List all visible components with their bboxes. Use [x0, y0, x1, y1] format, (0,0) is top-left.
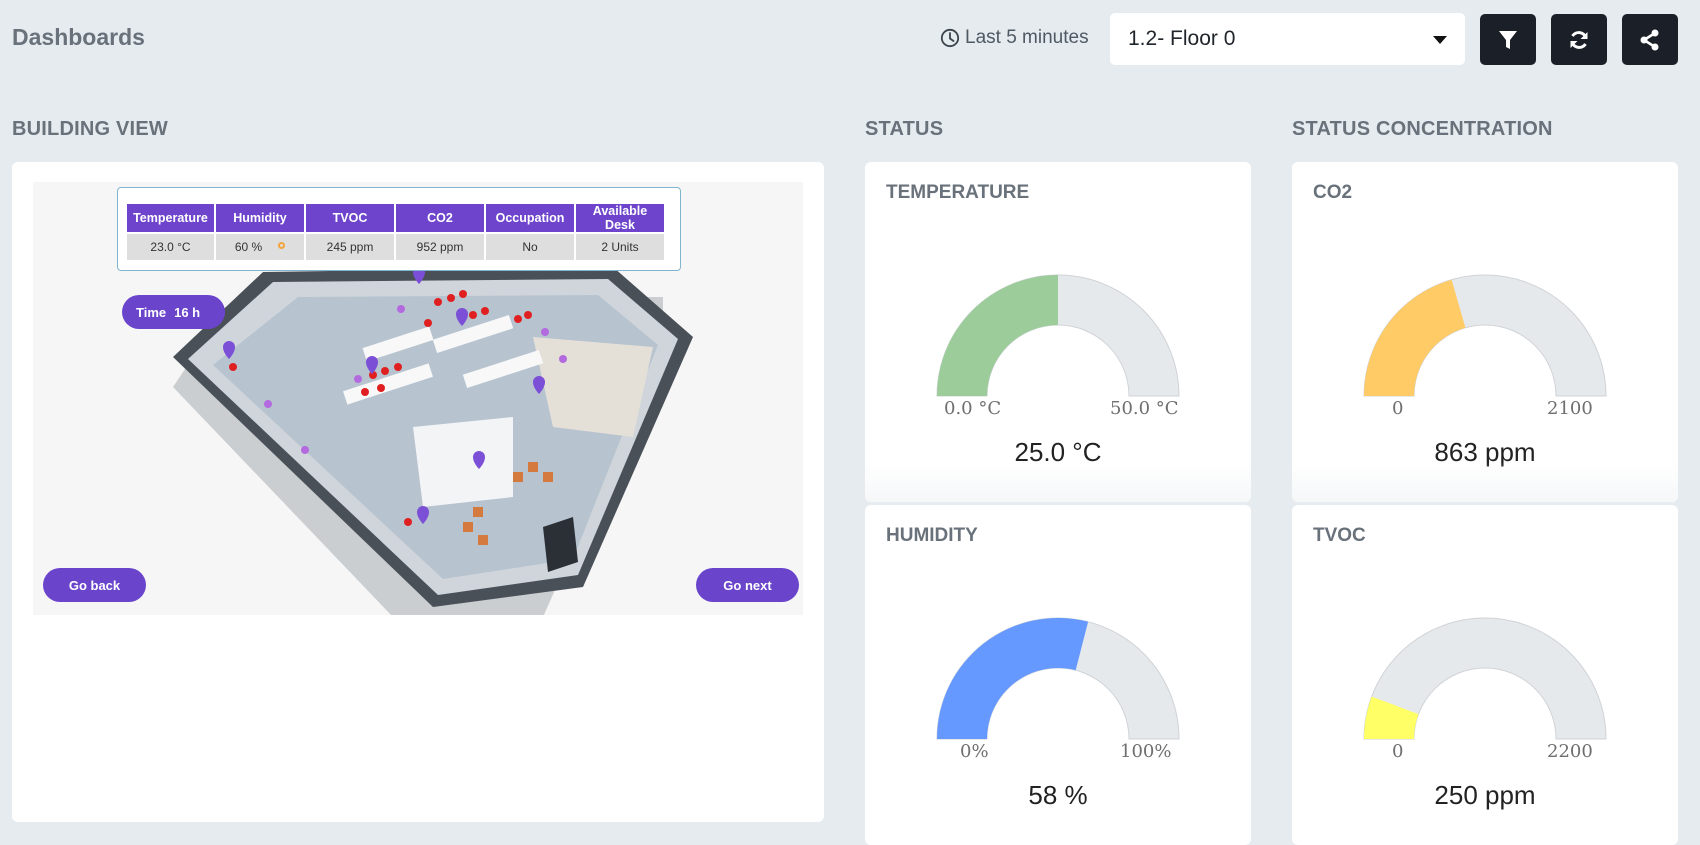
- co2-gauge: [1363, 274, 1607, 397]
- co2-max: 2100: [1547, 398, 1593, 419]
- cell-available-desk: 2 Units: [576, 234, 664, 260]
- tvoc-card: TVOC 0 2200 250 ppm: [1292, 505, 1678, 845]
- tvoc-value: 250 ppm: [1434, 780, 1536, 810]
- floor-select[interactable]: 1.2- Floor 0: [1110, 13, 1465, 65]
- sensor-summary-panel: Temperature Humidity TVOC CO2 Occupation…: [117, 187, 681, 271]
- cell-occupation: No: [486, 234, 574, 260]
- refresh-button[interactable]: [1551, 14, 1607, 65]
- humidity-value: 58 %: [1028, 780, 1088, 810]
- section-status: STATUS: [865, 118, 944, 140]
- section-status-concentration: STATUS CONCENTRATION: [1292, 118, 1553, 140]
- col-temperature: Temperature: [127, 204, 214, 232]
- humidity-title: HUMIDITY: [886, 525, 978, 546]
- humidity-value: 60 %: [234, 240, 263, 254]
- humidity-gauge: [936, 617, 1180, 740]
- share-button[interactable]: [1622, 14, 1678, 65]
- temperature-max: 50.0 °C: [1110, 398, 1179, 419]
- building-view-card: Temperature Humidity TVOC CO2 Occupation…: [12, 162, 824, 822]
- humidity-max: 100%: [1120, 741, 1172, 762]
- humidity-min: 0%: [960, 741, 989, 762]
- col-humidity: Humidity: [216, 204, 304, 232]
- co2-card: CO2 0 2100 863 ppm: [1292, 162, 1678, 502]
- co2-title: CO2: [1313, 182, 1353, 203]
- cell-humidity: 60 %: [216, 234, 304, 260]
- temperature-card: TEMPERATURE 0.0 °C 50.0 °C 25.0 °C: [865, 162, 1251, 502]
- section-building-view: BUILDING VIEW: [12, 118, 168, 140]
- filter-icon: [1499, 30, 1517, 49]
- col-co2: CO2: [396, 204, 484, 232]
- filter-button[interactable]: [1480, 14, 1536, 65]
- tvoc-max: 2200: [1547, 741, 1593, 762]
- refresh-icon: [1570, 30, 1588, 49]
- temperature-title: TEMPERATURE: [886, 182, 1030, 203]
- cell-temperature: 23.0 °C: [127, 234, 214, 260]
- col-tvoc: TVOC: [306, 204, 394, 232]
- clock-icon: [940, 28, 960, 48]
- time-label: Time: [136, 304, 167, 320]
- status-dot-icon: [278, 242, 286, 249]
- cell-tvoc: 245 ppm: [306, 234, 394, 260]
- go-next-button[interactable]: Go next: [696, 568, 799, 602]
- time-value: 16 h: [174, 304, 201, 320]
- page-title: Dashboards: [12, 24, 145, 50]
- time-range-picker[interactable]: Last 5 minutes: [940, 27, 1089, 49]
- col-available-desk: Available Desk: [576, 204, 664, 232]
- time-badge: Time 16 h: [122, 295, 225, 329]
- co2-min: 0: [1392, 398, 1404, 419]
- humidity-card: HUMIDITY 0% 100% 58 %: [865, 505, 1251, 845]
- tvoc-title: TVOC: [1313, 525, 1366, 546]
- building-floor-view[interactable]: Temperature Humidity TVOC CO2 Occupation…: [33, 182, 803, 615]
- go-back-button[interactable]: Go back: [43, 568, 146, 602]
- time-range-label: Last 5 minutes: [965, 27, 1089, 48]
- floor-select-value: 1.2- Floor 0: [1128, 27, 1236, 50]
- caret-down-icon: [1433, 36, 1447, 44]
- cell-co2: 952 ppm: [396, 234, 484, 260]
- sensor-summary-table: Temperature Humidity TVOC CO2 Occupation…: [125, 202, 666, 262]
- floor-plan-image: [173, 267, 693, 615]
- tvoc-min: 0: [1392, 741, 1404, 762]
- tvoc-gauge: [1363, 617, 1607, 740]
- temperature-min: 0.0 °C: [944, 398, 1002, 419]
- top-bar: Dashboards Last 5 minutes 1.2- Floor 0: [0, 0, 1700, 78]
- col-occupation: Occupation: [486, 204, 574, 232]
- temperature-gauge: [936, 274, 1180, 397]
- share-icon: [1640, 29, 1659, 50]
